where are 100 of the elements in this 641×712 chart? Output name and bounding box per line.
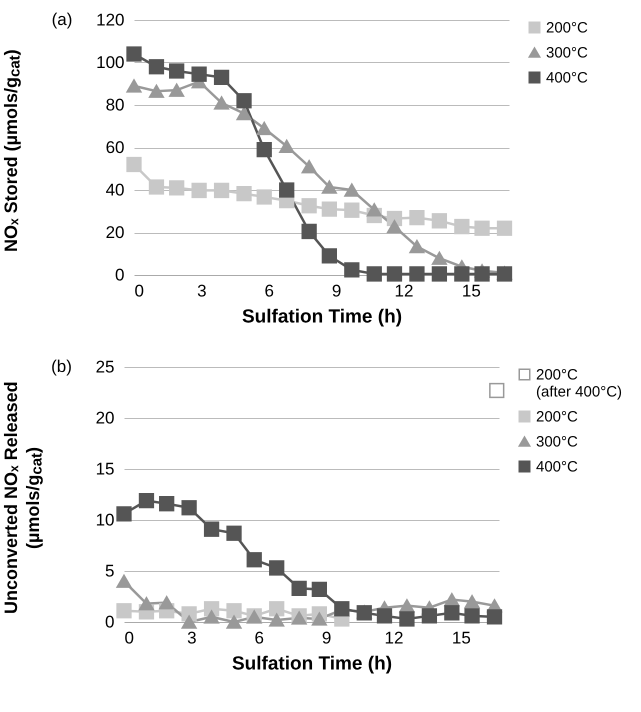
point — [191, 182, 207, 198]
point — [409, 266, 425, 282]
x-tick-label: 12 — [384, 628, 404, 648]
point — [226, 526, 242, 541]
point — [409, 240, 425, 254]
point — [191, 66, 207, 82]
point — [322, 248, 337, 264]
point — [138, 492, 154, 508]
y-tick-label: 0 — [105, 612, 114, 632]
point — [116, 506, 132, 522]
point — [322, 180, 337, 194]
point — [422, 608, 438, 624]
point — [344, 262, 360, 278]
point — [116, 574, 132, 588]
point — [236, 186, 252, 202]
point — [496, 220, 512, 236]
x-tick-label: 3 — [197, 282, 207, 300]
point — [399, 598, 415, 612]
point — [489, 382, 504, 398]
y-tick-label: 80 — [106, 96, 124, 114]
y-tick-label: 20 — [96, 408, 114, 428]
point — [116, 603, 132, 618]
point — [181, 500, 197, 516]
point — [236, 106, 252, 120]
x-tick-label: 9 — [332, 282, 342, 300]
point — [302, 160, 317, 174]
point — [256, 189, 272, 205]
point — [279, 140, 294, 153]
x-tick-label: 15 — [462, 282, 481, 300]
point — [269, 613, 284, 627]
point — [399, 611, 415, 627]
x-tick-label: 6 — [254, 628, 264, 648]
chart-title: (a) — [52, 10, 72, 29]
point — [126, 156, 142, 172]
point — [256, 122, 272, 136]
point — [464, 594, 480, 608]
point — [432, 266, 448, 282]
point — [181, 615, 197, 629]
y-tick-label: 25 — [96, 358, 114, 376]
y-tick-label: 60 — [106, 138, 124, 157]
point — [376, 608, 392, 624]
point — [474, 220, 490, 236]
y-tick-label: 10 — [96, 510, 114, 530]
point — [256, 142, 272, 158]
point — [214, 182, 230, 198]
point — [344, 202, 360, 218]
point — [204, 610, 220, 624]
x-tick-label: 6 — [264, 282, 274, 300]
point — [322, 201, 337, 217]
point — [302, 224, 317, 240]
point — [269, 560, 284, 576]
point — [169, 180, 184, 196]
y-tick-label: 15 — [96, 460, 114, 478]
x-tick-label: 12 — [394, 282, 414, 300]
point — [204, 522, 220, 537]
point — [279, 182, 294, 198]
point — [312, 582, 327, 597]
point — [148, 84, 164, 98]
point — [344, 183, 360, 197]
point — [474, 266, 490, 282]
y-tick-label: 5 — [105, 562, 114, 580]
legend-label: 400°C — [536, 458, 578, 476]
point — [169, 63, 184, 79]
point — [169, 83, 184, 97]
chart-title: (b) — [51, 357, 72, 376]
point — [386, 220, 402, 234]
point — [159, 496, 174, 512]
legend-label: 400°C — [546, 70, 588, 86]
point — [454, 266, 470, 282]
point — [148, 59, 164, 74]
point — [126, 46, 142, 62]
point — [486, 609, 502, 625]
y-tick-label: 100 — [96, 53, 124, 72]
point — [366, 266, 382, 282]
point — [409, 210, 425, 226]
y-tick-label: 20 — [106, 223, 124, 242]
point — [214, 70, 230, 86]
legend-label: 200°C — [546, 20, 588, 36]
point — [386, 266, 402, 282]
point — [148, 179, 164, 195]
point — [246, 552, 262, 568]
x-axis-title: Sulfation Time (h) — [232, 654, 392, 674]
point — [292, 580, 307, 596]
y-tick-label: 120 — [96, 10, 124, 30]
point — [312, 612, 327, 626]
point — [138, 596, 154, 610]
point — [454, 218, 470, 234]
point — [366, 203, 382, 216]
legend-label: 200°C — [536, 408, 578, 426]
point — [302, 198, 317, 214]
point — [226, 615, 242, 629]
point — [444, 605, 460, 620]
legend-label: 300°C — [546, 44, 588, 62]
x-tick-label: 3 — [187, 628, 197, 648]
point — [432, 251, 448, 265]
point — [226, 603, 242, 618]
point — [159, 596, 174, 610]
point — [292, 611, 307, 625]
legend-label: 300°C — [536, 434, 578, 450]
x-tick-label: 15 — [452, 628, 471, 648]
